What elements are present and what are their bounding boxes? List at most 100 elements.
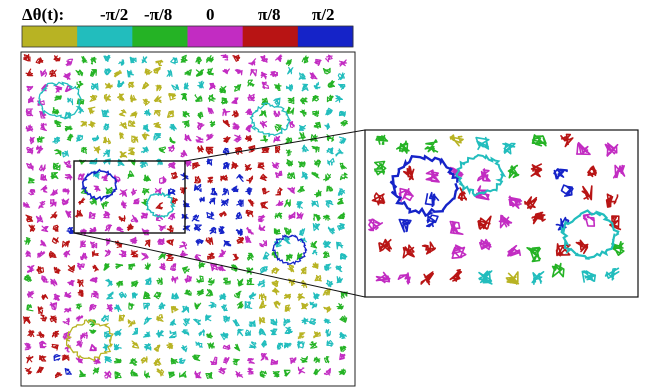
trajectory-blob bbox=[505, 271, 520, 286]
trajectory-blob bbox=[301, 317, 309, 325]
trajectory-blob bbox=[141, 252, 149, 261]
trajectory-blob bbox=[313, 368, 321, 376]
trajectory-blob bbox=[103, 123, 110, 131]
trajectory-blob bbox=[105, 278, 113, 287]
trajectory-blob bbox=[193, 318, 201, 326]
trajectory-blob bbox=[287, 264, 295, 273]
trajectory-blob bbox=[38, 164, 47, 172]
trajectory-blob bbox=[324, 263, 332, 272]
trajectory-blob bbox=[133, 198, 140, 205]
trajectory-blob bbox=[105, 186, 114, 196]
trajectory-blob bbox=[248, 145, 256, 153]
trajectory-blob bbox=[273, 135, 281, 143]
swirl-trail bbox=[455, 153, 507, 197]
trajectory-blob bbox=[531, 211, 547, 225]
trajectory-blob bbox=[40, 185, 48, 193]
trajectory-blob bbox=[93, 185, 101, 192]
trajectory-blob bbox=[181, 305, 190, 313]
trajectory-blob bbox=[222, 119, 231, 128]
trajectory-blob bbox=[113, 358, 122, 364]
trajectory-blob bbox=[182, 110, 190, 118]
trajectory-blob bbox=[425, 214, 439, 228]
trajectory-blob bbox=[141, 187, 150, 196]
trajectory-blob bbox=[90, 290, 99, 299]
trajectory-blob bbox=[575, 239, 589, 255]
trajectory-blob bbox=[313, 331, 321, 339]
trajectory-blob bbox=[247, 358, 255, 364]
swirl-trail bbox=[81, 168, 118, 203]
trajectory-blob bbox=[103, 93, 112, 102]
trajectory-blob bbox=[246, 226, 254, 235]
trajectory-blob bbox=[425, 169, 440, 183]
trajectory-blob bbox=[398, 218, 412, 233]
trajectory-blob bbox=[35, 214, 44, 223]
trajectory-blob bbox=[507, 164, 520, 179]
trajectory-blob bbox=[37, 306, 44, 315]
trajectory-blob bbox=[223, 277, 231, 285]
trajectory-blob bbox=[314, 58, 322, 67]
trajectory-blob bbox=[309, 341, 318, 349]
trajectory-blob bbox=[166, 239, 174, 246]
trajectory-blob bbox=[335, 265, 343, 273]
trajectory-blob bbox=[79, 240, 87, 248]
trajectory-blob bbox=[153, 344, 161, 352]
trajectory-blob bbox=[191, 214, 200, 222]
trajectory-blob bbox=[167, 161, 176, 169]
legend-label-pi-8: π/8 bbox=[258, 5, 281, 24]
trajectory-blob bbox=[299, 97, 308, 105]
trajectory-blob bbox=[78, 197, 86, 205]
trajectory-blob bbox=[143, 291, 151, 300]
trajectory-blob bbox=[604, 142, 619, 157]
trajectory-blob bbox=[338, 368, 347, 376]
color-bar bbox=[22, 26, 354, 47]
trajectory-blob bbox=[271, 266, 280, 274]
trajectory-blob bbox=[131, 135, 139, 144]
trajectory-blob bbox=[206, 55, 214, 63]
trajectory-blob bbox=[39, 110, 47, 119]
color-bar-segment bbox=[22, 26, 78, 47]
trajectory-blob bbox=[168, 330, 177, 339]
trajectory-blob bbox=[209, 82, 216, 90]
trajectory-blob bbox=[197, 80, 205, 89]
trajectory-blob bbox=[301, 144, 309, 153]
trajectory-blob bbox=[449, 134, 464, 147]
trajectory-blob bbox=[209, 226, 217, 235]
trajectory-blob bbox=[297, 366, 306, 375]
trajectory-blob bbox=[374, 160, 387, 176]
trajectory-blob bbox=[338, 59, 348, 67]
trajectory-blob bbox=[300, 266, 307, 275]
trajectory-blob bbox=[421, 241, 437, 255]
trajectory-blob bbox=[477, 168, 491, 182]
trajectory-blob bbox=[75, 356, 83, 364]
trajectory-blob bbox=[283, 369, 291, 377]
trajectory-blob bbox=[223, 136, 231, 144]
trajectory-blob bbox=[63, 307, 72, 313]
trajectory-blob bbox=[51, 237, 60, 244]
trajectory-blob bbox=[89, 68, 97, 77]
trajectory-blob bbox=[80, 120, 88, 127]
trajectory-blob bbox=[128, 120, 136, 127]
legend-label-zero: 0 bbox=[206, 5, 215, 24]
trajectory-blob bbox=[322, 288, 331, 296]
swirl-trail bbox=[560, 209, 620, 260]
trajectory-blob bbox=[41, 275, 49, 283]
trajectory-blob bbox=[245, 209, 254, 218]
trajectory-blob bbox=[260, 135, 269, 143]
trajectory-blob bbox=[184, 275, 193, 284]
trajectory-blob bbox=[222, 68, 230, 75]
trajectory-blob bbox=[297, 185, 305, 193]
color-bar-segment bbox=[77, 26, 133, 47]
trajectory-blob bbox=[274, 212, 283, 220]
trajectory-blob bbox=[35, 145, 44, 154]
trajectory-blob bbox=[322, 240, 332, 248]
trajectory-blob bbox=[28, 224, 36, 232]
trajectory-blob bbox=[336, 197, 344, 205]
trajectory-blob bbox=[25, 68, 34, 77]
trajectory-blob bbox=[105, 82, 113, 89]
trajectory-blob bbox=[127, 81, 135, 89]
trajectory-blob bbox=[166, 110, 175, 118]
trajectory-blob bbox=[119, 132, 125, 140]
trajectory-blob bbox=[236, 199, 244, 207]
trajectory-blob bbox=[41, 225, 49, 233]
trajectory-blob bbox=[77, 289, 84, 298]
